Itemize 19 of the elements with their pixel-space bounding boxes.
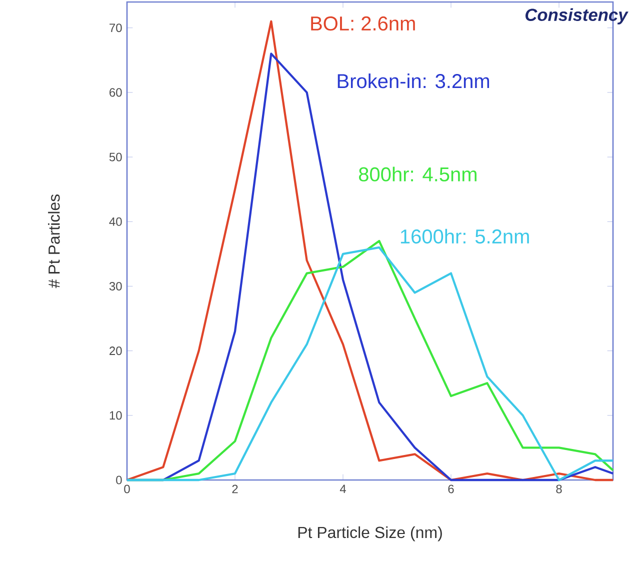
y-tick-label: 50 [109, 152, 122, 162]
x-tick-label: 2 [232, 484, 238, 494]
y-tick-label: 0 [116, 476, 122, 484]
series-label: 1600hr: 5.2nm [400, 228, 529, 244]
x-tick-label: 6 [448, 484, 454, 494]
x-tick-label: 0 [124, 484, 130, 494]
x-tick-label: 4 [340, 484, 346, 493]
text: 800hr: 4.5nm [359, 166, 476, 182]
series-label: BOL: 2.6nm [311, 16, 415, 31]
y-tick-label: 10 [110, 411, 122, 420]
series-label: Broken-in: 3.2nm [338, 74, 490, 88]
y-tick-label: 40 [109, 217, 122, 226]
y-tick-label: 70 [110, 24, 122, 32]
y-tick-label: 20 [110, 346, 122, 356]
y-tick-label: 30 [109, 282, 122, 290]
x-tick-label: 8 [556, 484, 562, 494]
y-tick-label: 60 [110, 88, 122, 97]
x-axis-title: Pt Particle Size (nm) [298, 526, 442, 542]
y-axis-title: # Pt Particles [48, 194, 60, 288]
